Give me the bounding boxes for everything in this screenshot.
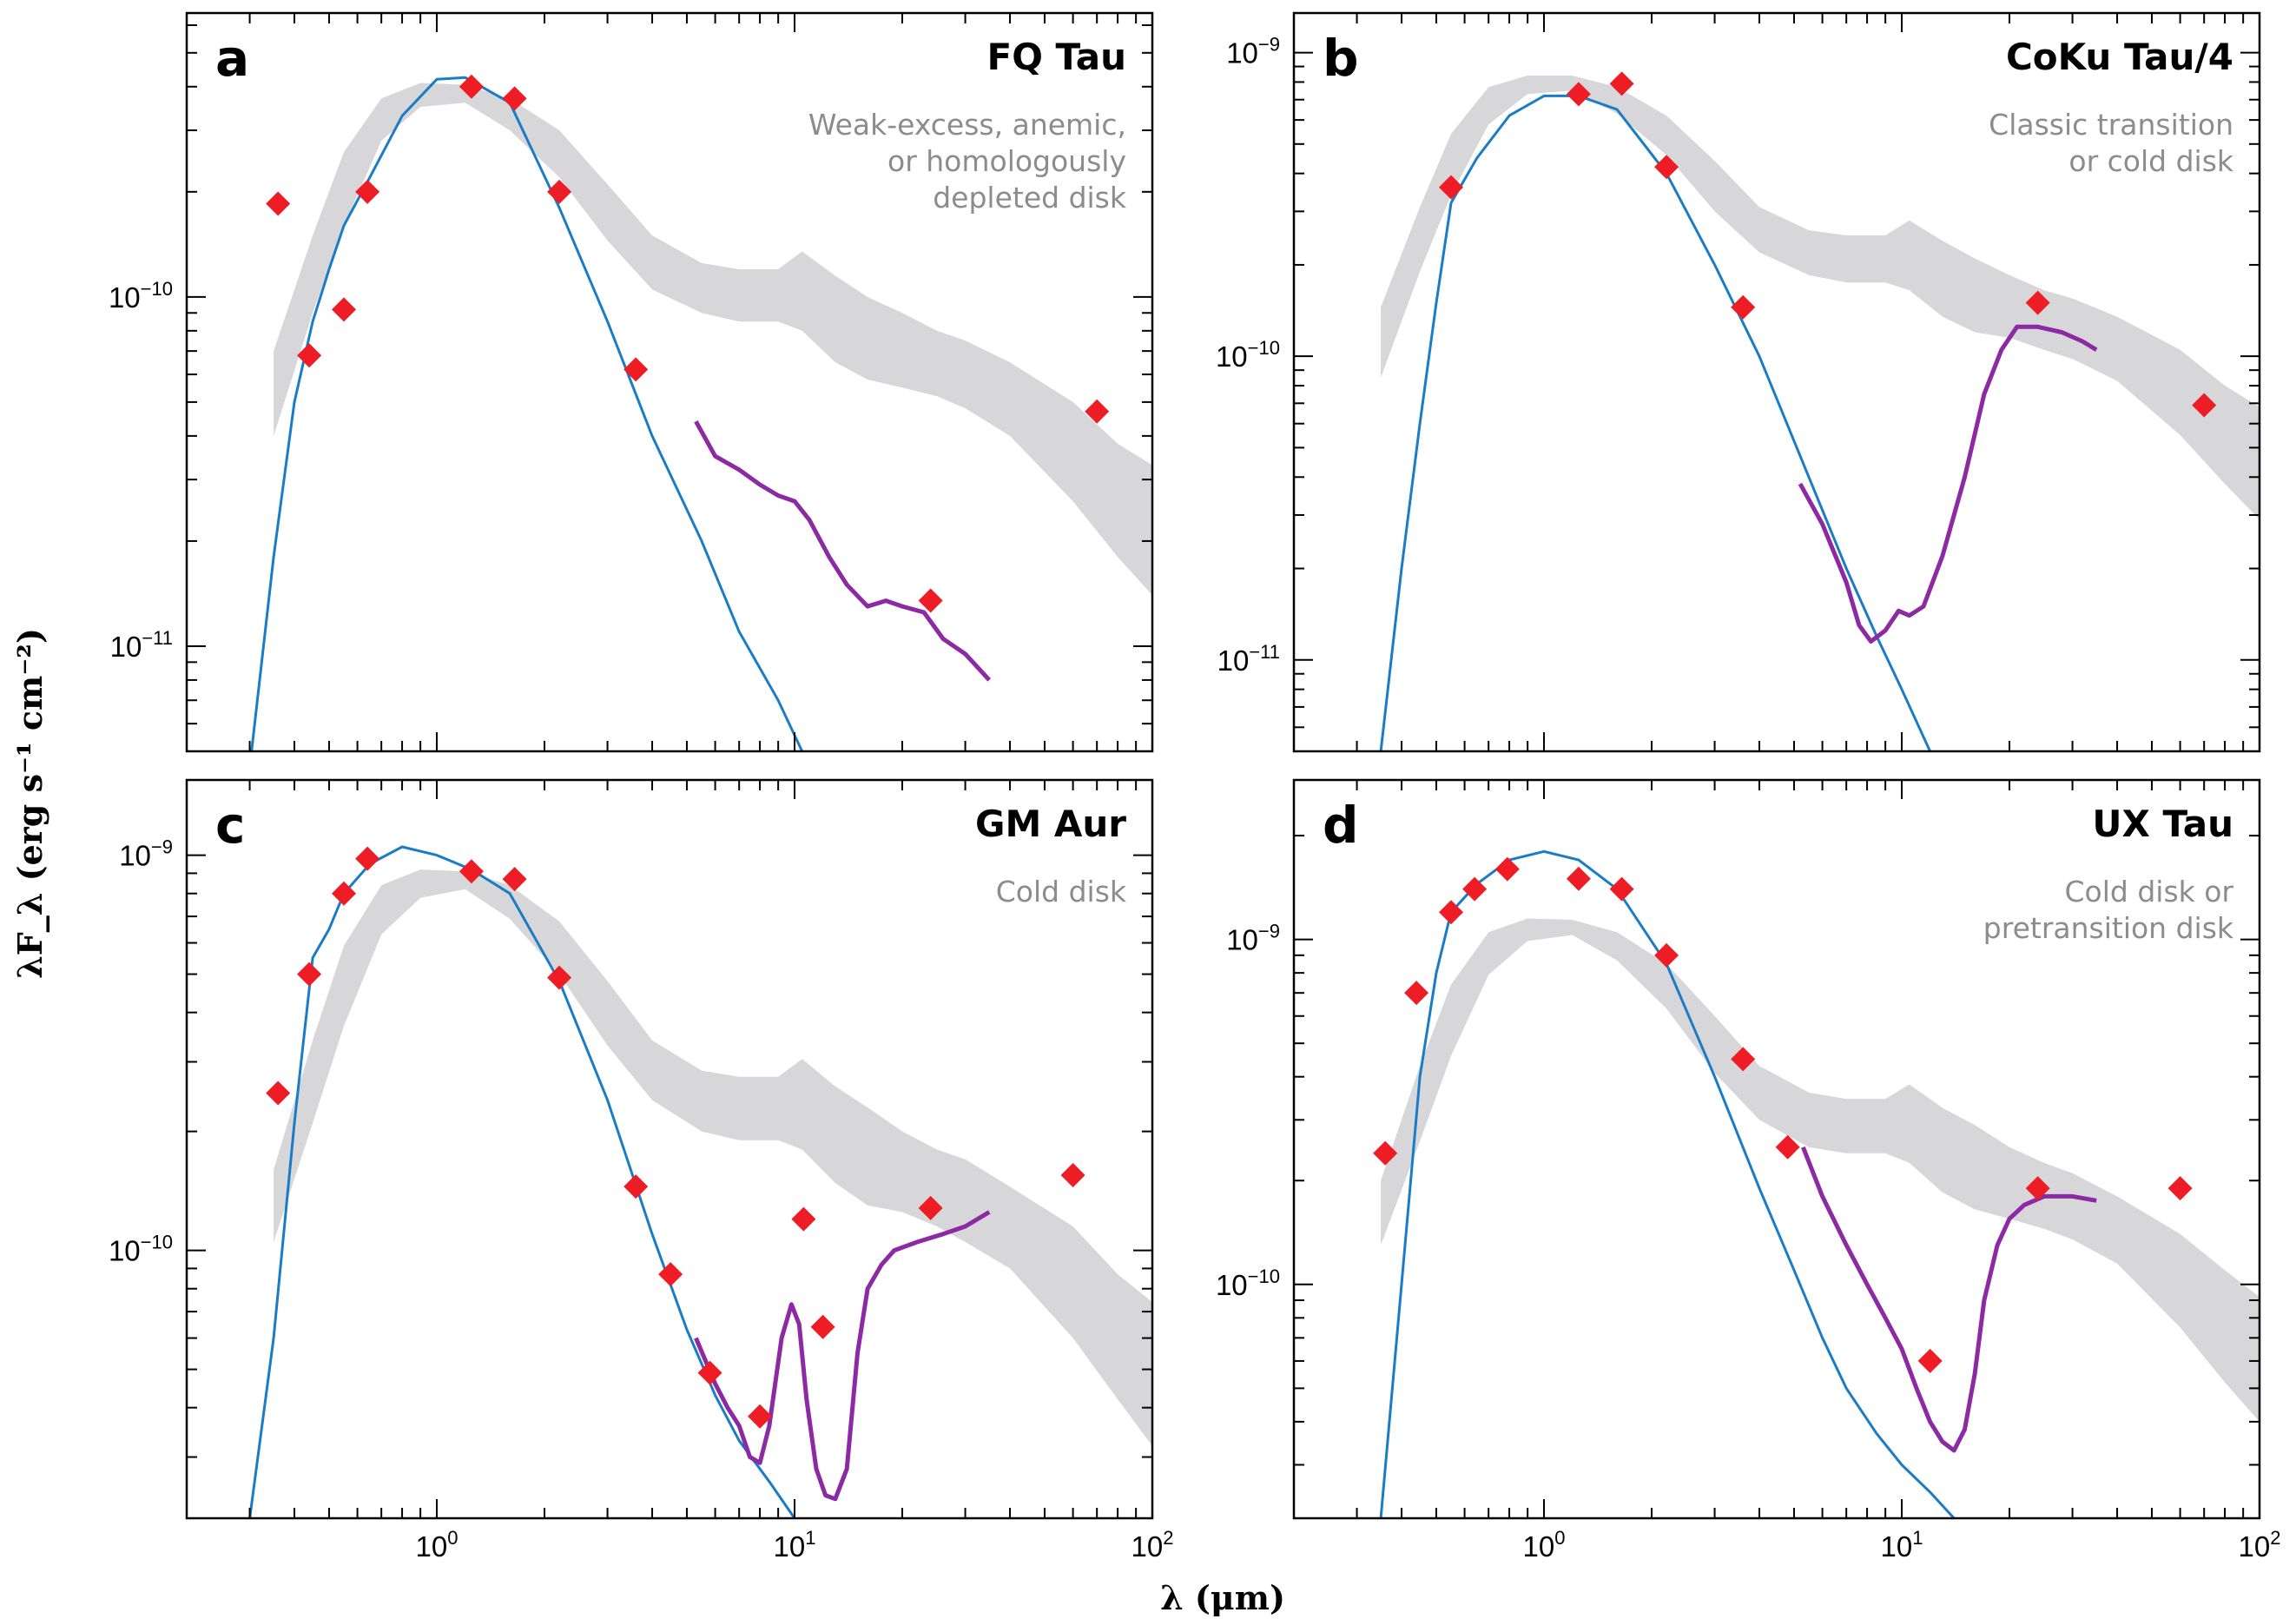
x-tick-label: 100	[415, 1527, 458, 1563]
x-tick-label: 101	[1881, 1527, 1923, 1563]
classification-label: Cold disk or	[2064, 875, 2233, 909]
classification-label: depleted disk	[933, 181, 1127, 215]
panel-letter: c	[215, 796, 245, 855]
plot-area	[250, 75, 1152, 768]
x-tick-label: 100	[1522, 1527, 1565, 1563]
median-sed-band	[1381, 76, 2260, 519]
y-tick-label: 10−9	[1226, 921, 1280, 956]
panel-c: 10−9 10−10 100 101 102 c GM Aur Cold disk	[109, 780, 1174, 1563]
irs-spectrum-line	[696, 1213, 989, 1499]
photosphere-line	[1381, 96, 1930, 751]
photometry-point	[791, 1207, 815, 1232]
photometry-point	[658, 1262, 683, 1286]
plot-area	[250, 847, 1152, 1518]
y-tick-label: 10−11	[1217, 641, 1280, 677]
classification-label: pretransition disk	[1983, 911, 2234, 945]
x-tick-label: 101	[774, 1527, 816, 1563]
photometry-point	[355, 847, 379, 871]
y-tick-label: 10−10	[109, 278, 173, 314]
photometry-point	[1567, 867, 1591, 891]
irs-spectrum-line	[1800, 327, 2096, 641]
classification-label: or homologously	[887, 144, 1126, 178]
photometry-point	[1918, 1349, 1943, 1373]
photometry-point	[332, 297, 356, 321]
panel-letter: b	[1323, 29, 1359, 88]
photometry-point	[1610, 877, 1634, 902]
median-sed-band	[1381, 919, 2260, 1422]
star-name: GM Aur	[975, 803, 1126, 845]
star-name: UX Tau	[2092, 803, 2233, 845]
irs-spectrum-line	[696, 421, 989, 680]
classification-label: Weak-excess, anemic,	[808, 108, 1126, 142]
photometry-point	[266, 191, 290, 215]
photosphere-line	[250, 77, 802, 767]
y-tick-label: 10−9	[119, 836, 173, 872]
y-tick-label: 10−9	[1226, 34, 1280, 69]
x-axis-title: λ (μm)	[1160, 1578, 1285, 1617]
y-axis-title: λF_λ (erg s⁻¹ cm⁻²)	[10, 628, 49, 979]
photometry-point	[623, 1174, 648, 1199]
star-name: FQ Tau	[987, 36, 1127, 78]
plot-area	[1373, 851, 2260, 1518]
y-tick-label: 10−10	[1216, 1265, 1280, 1301]
panel-d: 10−9 10−10 100 101 102 d UX Tau Cold disk orpre…	[1216, 780, 2281, 1563]
star-name: CoKu Tau/4	[2006, 36, 2233, 78]
y-tick-label: 10−11	[110, 627, 173, 663]
y-tick-label: 10−10	[1216, 337, 1280, 373]
classification-label: Classic transition	[1989, 108, 2233, 142]
panel-a: 10−10 10−11 a FQ Tau Weak-excess, anemic,or …	[109, 13, 1152, 767]
photometry-point	[811, 1315, 835, 1339]
median-sed-band	[274, 869, 1152, 1446]
x-tick-label: 102	[1132, 1527, 1174, 1563]
photometry-point	[1495, 857, 1520, 882]
y-tick-label: 10−10	[109, 1232, 173, 1267]
panel-letter: d	[1323, 796, 1359, 855]
panel-letter: a	[215, 29, 249, 88]
photometry-point	[623, 357, 648, 381]
classification-label: Cold disk	[996, 875, 1127, 909]
classification-label: or cold disk	[2068, 144, 2233, 178]
photometry-point	[919, 589, 943, 613]
photosphere-line	[250, 847, 795, 1518]
photometry-point	[1061, 1163, 1085, 1187]
panel-b: 10−9 10−10 10−11 b CoKu Tau/4 Classic transit…	[1216, 13, 2260, 751]
photometry-point	[297, 962, 321, 987]
x-tick-label: 102	[2239, 1527, 2281, 1563]
photometry-point	[1731, 295, 1755, 320]
photometry-point	[266, 1081, 290, 1106]
photometry-point	[1404, 981, 1428, 1005]
photometry-point	[2168, 1176, 2193, 1200]
